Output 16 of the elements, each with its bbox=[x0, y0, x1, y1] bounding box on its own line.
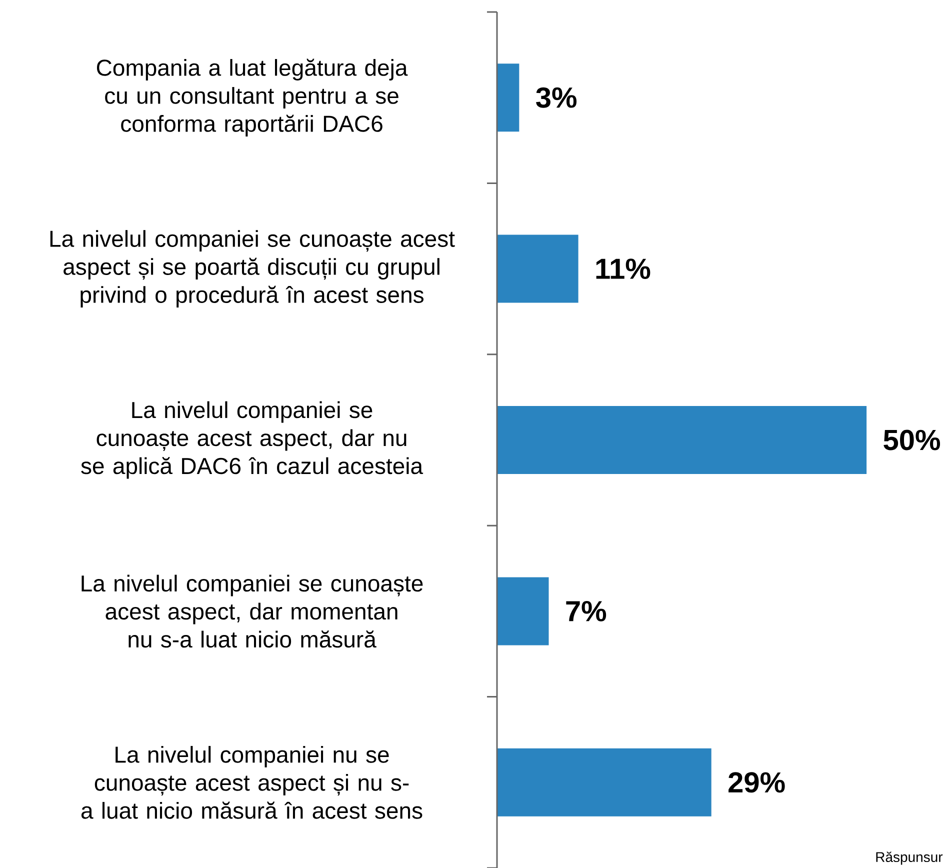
data-label: 50% bbox=[884, 430, 940, 450]
data-label: 29% bbox=[728, 772, 785, 793]
data-label: 7% bbox=[566, 601, 606, 622]
bar bbox=[497, 64, 520, 132]
data-label: 11% bbox=[596, 258, 650, 280]
y-tick-label: Compania a luat legătura deja cu un consultant pentru a se conforma raportării DAC6 bbox=[96, 58, 408, 136]
bar bbox=[497, 406, 867, 474]
y-tick-label: La nivelul companiei se cunoaște acest aspect, dar nu se aplică DAC6 în cazul acesteia bbox=[81, 401, 424, 479]
data-label: 3% bbox=[536, 87, 577, 108]
y-tick-label: La nivelul companiei se cunoaște acest aspect și se poartă discuții cu grupul privind o procedură în acest sens bbox=[50, 230, 455, 308]
bar bbox=[497, 748, 712, 816]
text: Răspunsur bbox=[876, 852, 943, 865]
y-tick-label: La nivelul companiei se cunoaște acest aspect, dar momentan nu s-a luat nicio măsură bbox=[82, 574, 423, 648]
y-tick-label: La nivelul companiei nu se cunoaște acest aspect și nu s-a luat nicio măsură în acest sens bbox=[81, 746, 422, 819]
bar bbox=[497, 577, 549, 646]
bar bbox=[497, 234, 578, 303]
